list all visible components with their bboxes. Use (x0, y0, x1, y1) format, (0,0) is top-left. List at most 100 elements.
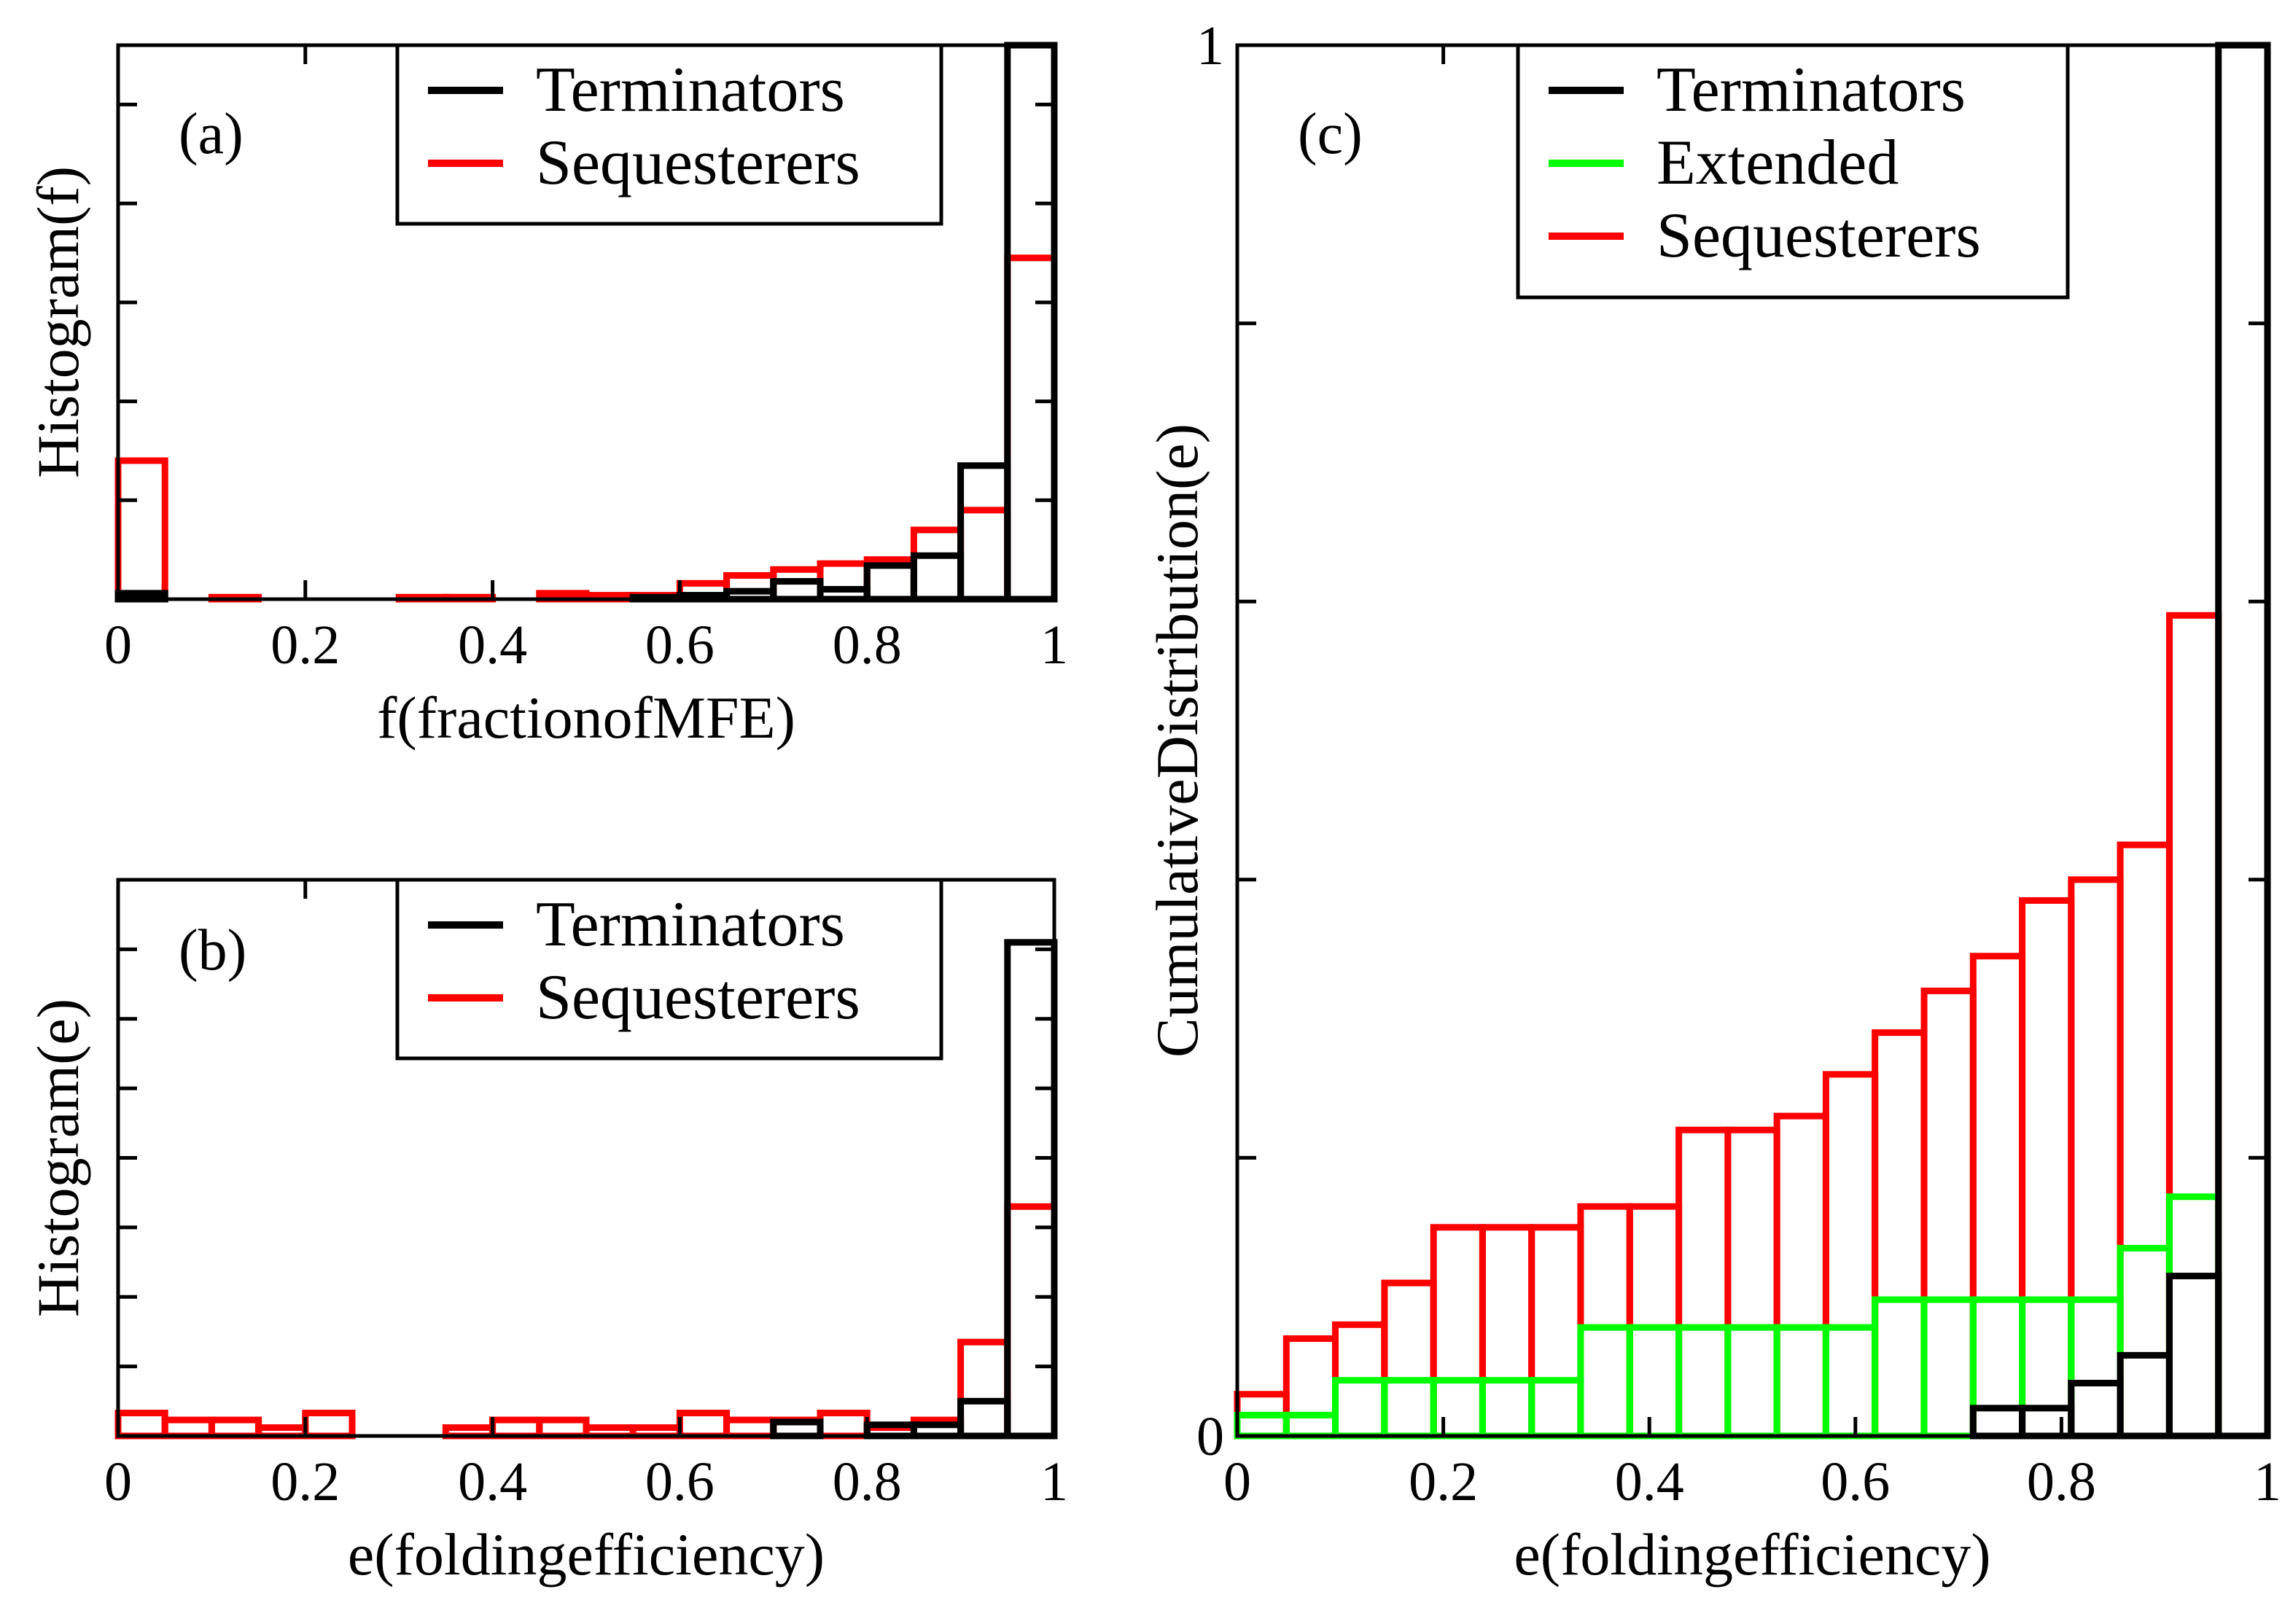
x-tick-label-2: 0.4 (458, 614, 527, 676)
bar-sequesterers-10 (1724, 1126, 1780, 1440)
bar-terminators-18 (957, 1397, 1011, 1440)
bar-extended-1 (1282, 1411, 1339, 1440)
bar-extended-14 (1920, 1296, 1977, 1440)
bar-sequesterers-17 (2068, 876, 2124, 1440)
x-tick-label-4: 0.8 (833, 614, 902, 676)
legend-label-sequesterers: Sequesterers (536, 128, 860, 198)
x-tick-label-0: 0 (104, 614, 132, 676)
bar-terminators-19 (2165, 1273, 2222, 1440)
panel-label: (b) (179, 918, 246, 983)
legend-label-sequesterers: Sequesterers (536, 962, 860, 1033)
bar-extended-10 (1724, 1324, 1780, 1440)
bar-extended-18 (2117, 1244, 2173, 1440)
x-tick-label-2: 0.4 (458, 1451, 527, 1512)
bar-sequesterers-7 (1577, 1203, 1633, 1440)
x-tick-label-4: 0.8 (833, 1451, 902, 1512)
bar-terminators-16 (2019, 1405, 2075, 1440)
bar-sequesterers-18 (957, 507, 1011, 603)
x-tick-label-4: 0.8 (2027, 1451, 2096, 1512)
x-tick-label-2: 0.4 (1615, 1451, 1684, 1512)
x-tick-label-0: 0 (104, 1451, 132, 1512)
bar-terminators-17 (2068, 1379, 2124, 1440)
x-tick-label-1: 0.2 (270, 1451, 340, 1512)
bar-sequesterers-4 (302, 1410, 356, 1440)
bar-terminators-15 (1969, 1405, 2026, 1440)
bar-terminators-17 (910, 552, 965, 603)
bar-extended-11 (1773, 1324, 1829, 1440)
bar-sequesterers-8 (1626, 1203, 1683, 1440)
bar-sequesterers-13 (723, 1416, 777, 1440)
bar-terminators-14 (770, 1418, 824, 1440)
bar-extended-9 (1675, 1324, 1732, 1440)
bar-terminators-18 (2117, 1351, 2173, 1440)
y-tick-label-0: 0 (1196, 1406, 1224, 1467)
x-tick-label-1: 0.2 (1409, 1451, 1478, 1512)
bar-sequesterers-14 (1920, 987, 1977, 1440)
bar-terminators-14 (770, 578, 824, 603)
bar-sequesterers-0 (114, 1410, 168, 1440)
bar-sequesterers-18 (957, 1338, 1011, 1440)
x-tick-label-0: 0 (1223, 1451, 1251, 1512)
x-tick-label-3: 0.6 (645, 614, 715, 676)
bar-terminators-19 (1004, 939, 1058, 1440)
bar-sequesterers-13 (723, 571, 777, 603)
bar-sequesterers-5 (1479, 1224, 1535, 1440)
bar-sequesterers-18 (2117, 841, 2173, 1440)
bar-extended-2 (1332, 1377, 1388, 1440)
x-tick-label-5: 1 (1040, 1451, 1068, 1512)
legend-label-terminators: Terminators (1657, 55, 1966, 125)
x-axis-title: f(fractionofMFE) (377, 684, 795, 751)
bar-extended-4 (1430, 1377, 1486, 1440)
bar-extended-13 (1872, 1296, 1928, 1440)
bar-sequesterers-15 (1969, 953, 2026, 1440)
bar-terminators-18 (957, 462, 1011, 603)
bar-sequesterers-15 (817, 560, 871, 603)
legend-box (1516, 43, 2070, 300)
bar-sequesterers-11 (1773, 1112, 1829, 1440)
bar-sequesterers-4 (1430, 1224, 1486, 1440)
x-tick-label-5: 1 (2254, 1451, 2281, 1512)
y-axis-title: Histogram(f) (25, 166, 91, 478)
bar-sequesterers-9 (1675, 1126, 1732, 1440)
bar-sequesterers-1 (1282, 1335, 1339, 1440)
bar-sequesterers-3 (1381, 1279, 1437, 1440)
bar-sequesterers-9 (536, 1416, 590, 1440)
bar-sequesterers-15 (817, 1410, 871, 1440)
bar-sequesterers-0 (114, 457, 168, 603)
bar-terminators-20 (2215, 42, 2271, 1440)
bar-extended-16 (2019, 1296, 2075, 1440)
bar-sequesterers-12 (676, 1410, 731, 1440)
y-axis-title: CumulativeDistribution(e) (1144, 423, 1210, 1058)
x-tick-label-3: 0.6 (1821, 1451, 1890, 1512)
bar-extended-6 (1528, 1377, 1584, 1440)
y-axis-title: Histogram(e) (25, 999, 91, 1317)
bar-sequesterers-17 (910, 526, 965, 603)
bar-sequesterers-8 (489, 1416, 543, 1440)
x-axis-title: e(foldingefficiency) (348, 1521, 825, 1588)
bar-extended-3 (1381, 1377, 1437, 1440)
bar-sequesterers-16 (2019, 897, 2075, 1440)
bar-extended-15 (1969, 1296, 2026, 1440)
bar-extended-8 (1626, 1324, 1683, 1440)
bar-extended-7 (1577, 1324, 1633, 1440)
legend-label-extended: Extended (1657, 128, 1899, 198)
bar-sequesterers-12 (1822, 1071, 1879, 1440)
legend-box (395, 43, 943, 226)
bar-sequesterers-13 (1872, 1029, 1928, 1440)
bar-extended-5 (1479, 1377, 1535, 1440)
x-tick-label-3: 0.6 (645, 1451, 715, 1512)
bar-sequesterers-2 (208, 1416, 262, 1440)
panel-label: (c) (1298, 102, 1363, 166)
x-tick-label-1: 0.2 (270, 614, 340, 676)
bar-terminators-19 (1004, 42, 1058, 603)
legend-label-sequesterers: Sequesterers (1657, 200, 1981, 271)
bar-extended-19 (2165, 1193, 2222, 1440)
bar-extended-0 (1234, 1411, 1290, 1440)
legend-box (395, 878, 943, 1061)
bar-extended-12 (1822, 1324, 1879, 1440)
bar-sequesterers-19 (1004, 1203, 1058, 1440)
